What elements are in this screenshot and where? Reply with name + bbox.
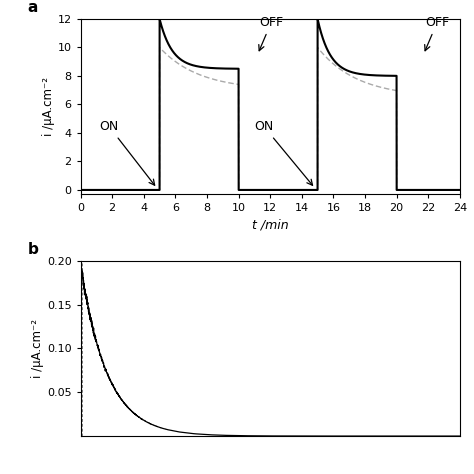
Y-axis label: i /μA.cm⁻²: i /μA.cm⁻² [31,319,44,378]
Text: OFF: OFF [425,16,449,51]
Text: ON: ON [100,120,155,185]
Text: b: b [27,242,38,257]
Text: OFF: OFF [259,16,283,51]
X-axis label: t /min: t /min [252,219,289,232]
Text: ON: ON [255,120,312,185]
Y-axis label: i /μA.cm⁻²: i /μA.cm⁻² [42,77,55,136]
Text: a: a [27,0,38,16]
